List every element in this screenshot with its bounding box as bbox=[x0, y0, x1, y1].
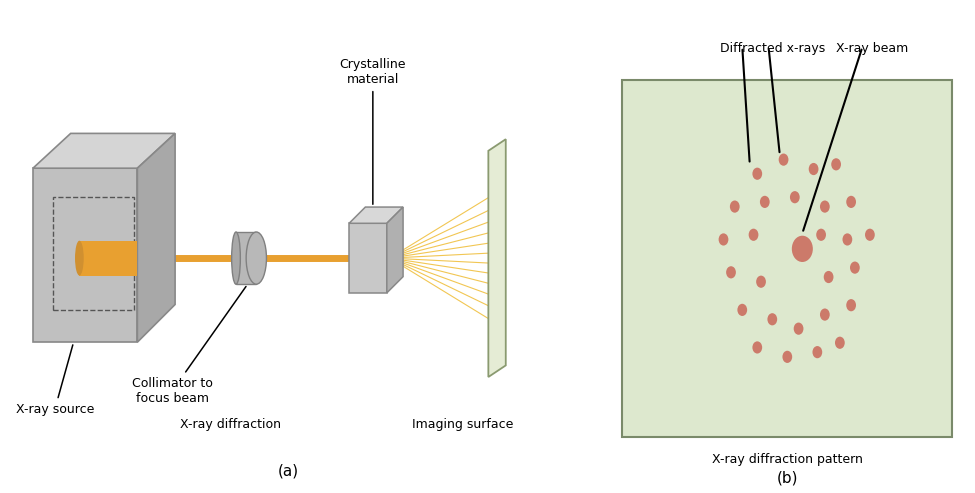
Circle shape bbox=[749, 229, 759, 241]
Circle shape bbox=[726, 266, 736, 279]
Circle shape bbox=[792, 236, 813, 262]
Polygon shape bbox=[387, 207, 403, 293]
Circle shape bbox=[782, 351, 793, 363]
Text: X-ray diffraction: X-ray diffraction bbox=[179, 418, 281, 430]
Text: Crystalline
material: Crystalline material bbox=[339, 58, 407, 204]
Ellipse shape bbox=[232, 232, 241, 284]
Circle shape bbox=[832, 158, 841, 171]
Circle shape bbox=[757, 276, 766, 288]
Circle shape bbox=[794, 322, 803, 335]
Circle shape bbox=[824, 271, 834, 283]
Ellipse shape bbox=[75, 241, 84, 276]
Text: (b): (b) bbox=[776, 471, 799, 486]
Polygon shape bbox=[33, 168, 137, 342]
Polygon shape bbox=[488, 139, 506, 377]
Polygon shape bbox=[349, 223, 387, 293]
Circle shape bbox=[790, 191, 799, 203]
Circle shape bbox=[753, 341, 762, 353]
Circle shape bbox=[779, 153, 789, 166]
Text: X-ray source: X-ray source bbox=[16, 345, 94, 416]
Polygon shape bbox=[622, 80, 953, 437]
Circle shape bbox=[842, 233, 852, 246]
Circle shape bbox=[820, 309, 830, 320]
Polygon shape bbox=[349, 207, 403, 223]
Polygon shape bbox=[33, 134, 176, 168]
Circle shape bbox=[719, 233, 728, 246]
Circle shape bbox=[835, 337, 844, 349]
Circle shape bbox=[850, 261, 860, 274]
Polygon shape bbox=[236, 232, 256, 284]
Circle shape bbox=[816, 229, 826, 241]
Circle shape bbox=[730, 201, 740, 212]
Circle shape bbox=[767, 313, 777, 325]
Polygon shape bbox=[79, 241, 137, 276]
Circle shape bbox=[846, 299, 856, 311]
Text: (a): (a) bbox=[278, 463, 298, 479]
Ellipse shape bbox=[246, 232, 266, 284]
Text: X-ray diffraction pattern: X-ray diffraction pattern bbox=[712, 453, 863, 466]
Circle shape bbox=[808, 163, 818, 175]
Circle shape bbox=[737, 304, 747, 316]
Circle shape bbox=[812, 346, 822, 358]
Circle shape bbox=[760, 196, 769, 208]
Text: Diffracted x-rays: Diffracted x-rays bbox=[720, 42, 825, 55]
Circle shape bbox=[846, 196, 856, 208]
Text: X-ray beam: X-ray beam bbox=[837, 42, 909, 55]
Text: Collimator to
focus beam: Collimator to focus beam bbox=[132, 286, 246, 405]
Polygon shape bbox=[137, 134, 176, 342]
Text: Imaging surface: Imaging surface bbox=[411, 418, 513, 430]
Circle shape bbox=[753, 168, 762, 180]
Circle shape bbox=[820, 201, 830, 212]
Circle shape bbox=[865, 229, 875, 241]
